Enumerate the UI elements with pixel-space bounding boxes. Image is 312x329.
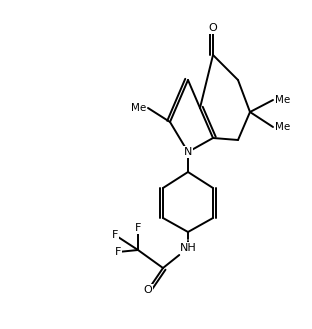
Text: O: O — [144, 285, 152, 295]
Text: N: N — [184, 147, 192, 157]
Text: Me: Me — [131, 103, 146, 113]
Text: F: F — [135, 223, 141, 233]
Text: NH: NH — [180, 243, 196, 253]
Text: F: F — [112, 230, 118, 240]
Text: Me: Me — [275, 95, 290, 105]
Text: F: F — [115, 247, 121, 257]
Text: O: O — [209, 23, 217, 33]
Text: Me: Me — [275, 122, 290, 132]
